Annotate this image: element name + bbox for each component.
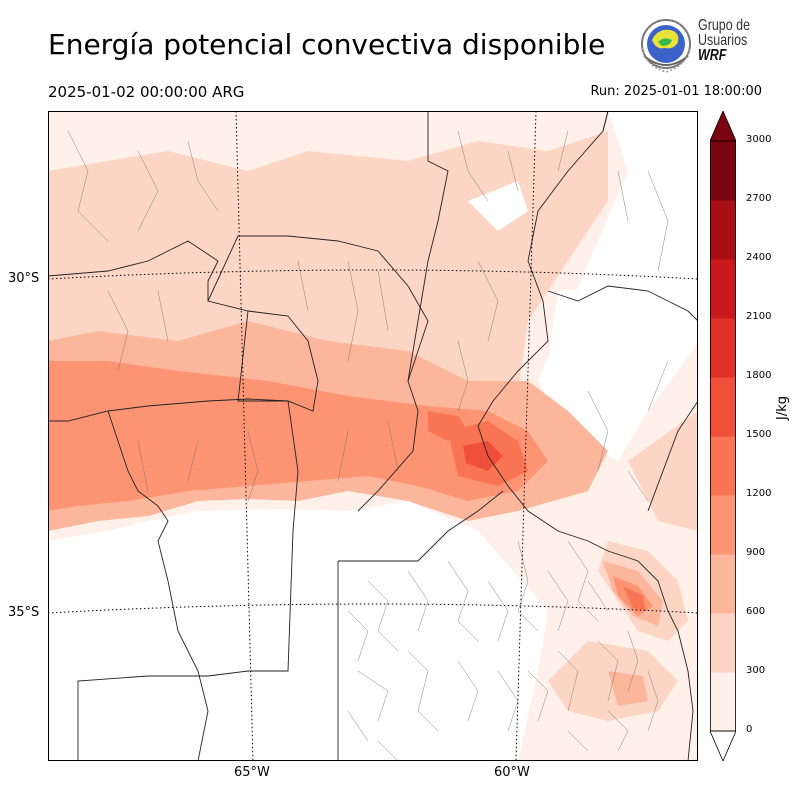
lat-label-30s: 30°S (8, 271, 40, 286)
lon-label-60w: 60°W (494, 765, 530, 780)
meridian-65w (235, 111, 254, 761)
colorbar (710, 111, 736, 761)
logo-line-2: Usuarios (698, 32, 748, 49)
colorbar-tick-label: 300 (746, 665, 766, 676)
colorbar-extend-max (710, 111, 736, 142)
lon-label-65w: 65°W (234, 765, 270, 780)
logo-line-1: Grupo de (698, 17, 751, 34)
colorbar-tick-label: 1800 (746, 370, 772, 381)
colorbar-segment (710, 200, 736, 260)
colorbar-segment (710, 672, 736, 732)
colorbar-tick-label: 0 (746, 724, 753, 735)
graticule (48, 111, 698, 761)
colorbar-tick-label: 2400 (746, 252, 772, 263)
globe-icon (641, 19, 691, 73)
wrf-users-logo: Grupo de Usuarios WRF (638, 16, 768, 76)
colorbar-segment (710, 141, 736, 201)
run-time: Run: 2025-01-01 18:00:00 (590, 84, 762, 99)
map-title: Energía potencial convectiva disponible (48, 28, 606, 61)
colorbar-segment (710, 318, 736, 378)
colorbar-segment (710, 613, 736, 673)
colorbar-segment (710, 377, 736, 437)
colorbar-unit: J/kg (775, 396, 790, 420)
logo-line-3: WRF (698, 47, 727, 64)
meridian-60w (515, 111, 537, 761)
department-borders (67, 130, 669, 761)
map-frame (48, 111, 698, 761)
colorbar-tick-label: 2100 (746, 311, 772, 322)
province-borders (48, 111, 698, 761)
zero-cape-areas (48, 181, 668, 761)
colorbar-tick-label: 3000 (746, 134, 772, 145)
colorbar-tick-label: 600 (746, 606, 766, 617)
colorbar-tick-label: 900 (746, 547, 766, 558)
colorbar-extend-min (710, 730, 736, 761)
cape-fill-layer (48, 111, 698, 761)
lat-label-35s: 35°S (8, 605, 40, 620)
parallel-30s (48, 269, 698, 280)
parallel-35s (48, 603, 698, 614)
colorbar-tick-label: 1500 (746, 429, 772, 440)
colorbar-tick-label: 1200 (746, 488, 772, 499)
colorbar-segment (710, 259, 736, 319)
colorbar-tick-label: 2700 (746, 193, 772, 204)
colorbar-segment (710, 436, 736, 496)
cape-map (48, 111, 698, 761)
colorbar-frame (710, 140, 736, 732)
colorbar-segment (710, 554, 736, 614)
valid-time: 2025-01-02 00:00:00 ARG (48, 83, 245, 101)
colorbar-segment (710, 495, 736, 555)
